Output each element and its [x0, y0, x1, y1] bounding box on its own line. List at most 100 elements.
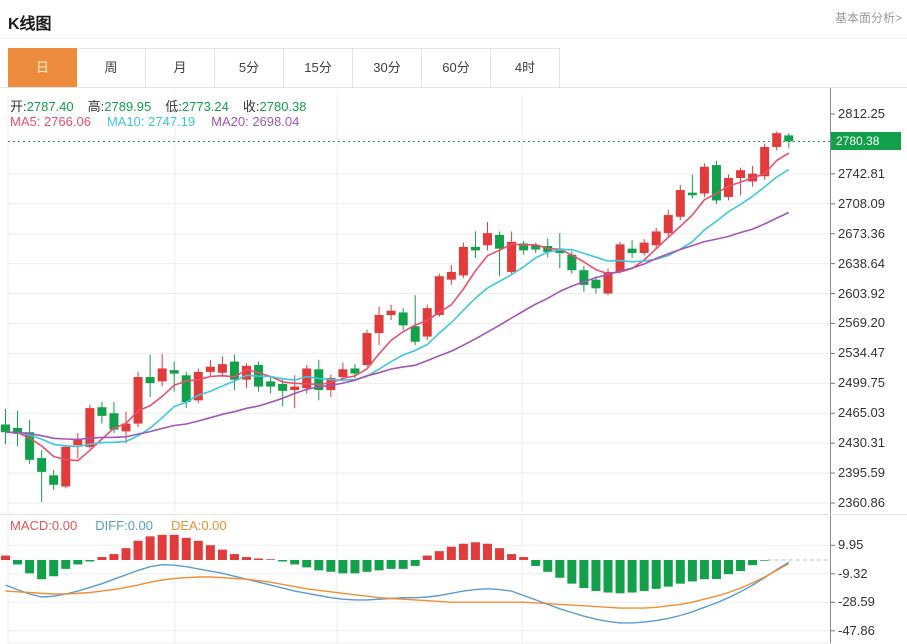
candle — [627, 240, 637, 259]
macd-bar — [266, 559, 276, 560]
macd-bar — [627, 560, 637, 593]
candle — [651, 227, 661, 249]
macd-bar — [567, 560, 577, 584]
price-tick-label: 2534.47 — [838, 345, 885, 361]
macd-bar — [61, 560, 71, 569]
price-tick-label: 2499.75 — [838, 375, 885, 391]
tab-15min[interactable]: 15分 — [284, 48, 353, 88]
price-tick-label: 2569.20 — [838, 315, 885, 331]
tab-day[interactable]: 日 — [8, 48, 77, 88]
candle — [507, 231, 517, 274]
fundamental-analysis-link[interactable]: 基本面分析> — [834, 11, 902, 25]
macd-bar — [507, 554, 517, 560]
macd-tick-label: -47.86 — [838, 622, 875, 638]
macd-bar — [615, 560, 625, 594]
macd-bar — [410, 560, 420, 566]
macd-bar — [181, 537, 191, 560]
macd-bar — [169, 534, 179, 560]
candle — [278, 379, 288, 407]
tab-week[interactable]: 周 — [77, 48, 146, 88]
macd-tick-label: -28.59 — [838, 594, 875, 610]
macd-bar — [205, 545, 215, 560]
low-label: 低: — [165, 99, 182, 114]
open-value: 2787.40 — [26, 99, 74, 114]
macd-bar — [350, 560, 360, 574]
candle — [591, 276, 601, 294]
macd-bar — [483, 543, 492, 560]
header-divider — [0, 38, 907, 39]
price-tick-label: 2395.59 — [838, 465, 885, 481]
candle — [724, 174, 733, 201]
macd-bar — [326, 560, 336, 572]
candle — [97, 402, 107, 424]
macd-bar — [314, 560, 324, 571]
price-tick-label: 2742.81 — [838, 165, 885, 181]
macd-tick-label: -9.32 — [838, 565, 868, 581]
candle — [85, 404, 95, 449]
macd-bar — [73, 560, 83, 565]
price-tick-label: 2708.09 — [838, 195, 885, 211]
candle — [145, 354, 155, 397]
current-price-badge: 2780.38 — [831, 132, 901, 151]
candle — [687, 174, 697, 199]
macd-bar — [145, 536, 155, 560]
ma10-line — [5, 168, 790, 448]
tab-5min[interactable]: 5分 — [215, 48, 284, 88]
ma5-line — [5, 152, 790, 462]
macd-bar — [398, 560, 408, 569]
candle — [374, 306, 384, 346]
macd-tick-label: 9.95 — [838, 537, 864, 553]
macd-bar — [229, 554, 239, 560]
macd-bar — [338, 560, 348, 574]
dea-line — [5, 563, 790, 609]
macd-bar — [543, 560, 553, 572]
candle — [362, 329, 372, 367]
high-value: 2789.95 — [104, 99, 152, 114]
candle — [25, 420, 35, 465]
macd-bar — [97, 557, 107, 560]
candle — [169, 361, 179, 392]
tabbar-underline — [0, 87, 907, 88]
candle — [663, 209, 673, 237]
candle — [205, 359, 215, 378]
macd-bar — [699, 560, 709, 580]
candle — [579, 265, 589, 292]
candle — [470, 231, 480, 259]
macd-bar — [470, 542, 480, 560]
candle — [639, 239, 649, 256]
candle — [157, 353, 167, 387]
candle — [446, 265, 456, 285]
macd-bar — [37, 560, 47, 580]
macd-bar — [663, 560, 673, 587]
open-label: 开: — [10, 99, 27, 114]
price-tick-label: 2465.03 — [838, 405, 885, 421]
macd-bar — [25, 560, 35, 574]
candle — [13, 410, 23, 447]
macd-bar — [495, 548, 505, 560]
tab-60min[interactable]: 60分 — [422, 48, 491, 88]
macd-bar — [446, 546, 456, 560]
high-label: 高: — [87, 99, 105, 114]
candle — [49, 470, 59, 490]
macd-bar — [49, 560, 59, 577]
macd-bar — [434, 551, 444, 560]
tab-30min[interactable]: 30分 — [353, 48, 422, 88]
macd-bar — [109, 554, 119, 560]
tab-4hour[interactable]: 4时 — [491, 48, 560, 88]
candle — [133, 371, 143, 428]
candle — [772, 131, 782, 151]
macd-bar — [85, 560, 95, 562]
macd-value: MACD:0.00 — [10, 518, 78, 533]
macd-bar — [278, 560, 288, 562]
macd-bar — [193, 540, 203, 560]
candle — [675, 184, 685, 221]
macd-bar — [362, 560, 372, 572]
tab-month[interactable]: 月 — [146, 48, 215, 88]
macd-bar — [724, 560, 733, 575]
ma10-value: MA10: 2747.19 — [106, 114, 196, 129]
ma-readout: MA5: 2766.06 MA10: 2747.19 MA20: 2698.04 — [10, 114, 315, 129]
ma20-value: MA20: 2698.04 — [211, 114, 300, 129]
candle — [193, 368, 203, 403]
candle — [711, 160, 721, 204]
